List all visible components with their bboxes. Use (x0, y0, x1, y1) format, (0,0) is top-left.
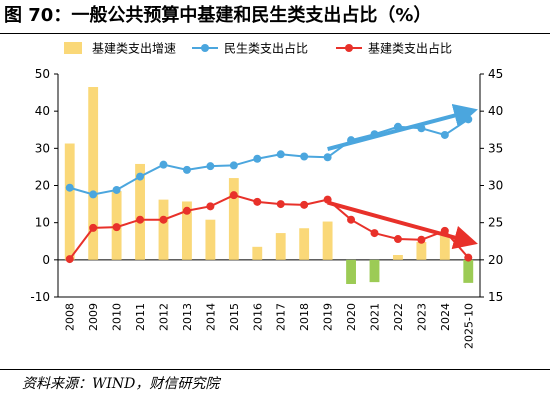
category-label: 2024 (439, 303, 452, 331)
category-label: 2010 (111, 303, 124, 331)
line-point (300, 152, 309, 161)
legend-label: 民生类支出占比 (224, 41, 308, 56)
line-point (464, 253, 473, 262)
right-tick-label: 30 (488, 179, 503, 193)
bar (205, 219, 216, 260)
line-point (276, 150, 285, 159)
left-tick-label: 40 (35, 104, 50, 118)
chart-axes: -10 0 10 20 30 40 50 15 20 25 30 35 40 45 2008 2009 2010… (30, 67, 503, 349)
bar (322, 221, 333, 260)
category-label: 2016 (251, 303, 264, 331)
left-tick-label: 30 (35, 141, 50, 155)
trend-arrow (327, 103, 478, 152)
chart-title: 图 70：一般公共预算中基建和民生类支出占比（%） (4, 5, 432, 26)
category-label: 2015 (228, 303, 241, 331)
left-tick-label: -10 (30, 290, 50, 304)
line-point (370, 229, 379, 238)
trend-arrow (327, 200, 478, 250)
line-point (89, 223, 98, 232)
line-point (112, 223, 121, 232)
bar-series (64, 87, 474, 284)
legend-swatch-bar (64, 42, 82, 54)
legend-swatch-marker (345, 44, 353, 52)
right-tick-label: 25 (488, 216, 503, 230)
category-label: 2008 (64, 303, 77, 331)
chart-canvas: 基建类支出增速 民生类支出占比 基建类支出占比 -10 0 10 20 30 40 50 15 20… (30, 41, 503, 349)
line-point (182, 165, 191, 174)
bar (158, 199, 169, 260)
category-label: 2018 (298, 303, 311, 331)
line-point (253, 154, 262, 163)
line-point (206, 162, 215, 171)
legend-label: 基建类支出占比 (368, 41, 452, 56)
source-divider (0, 369, 550, 370)
line-point (112, 185, 121, 194)
left-tick-label: 50 (35, 67, 50, 81)
line-point (347, 215, 356, 224)
line-point (182, 206, 191, 215)
line-point (159, 160, 168, 169)
right-tick-label: 35 (488, 141, 503, 155)
left-tick-label: 0 (42, 253, 50, 267)
category-label: 2022 (392, 303, 405, 331)
line-point (206, 202, 215, 211)
line-point (464, 115, 473, 124)
legend-swatch-marker (201, 44, 209, 52)
bar (346, 259, 356, 284)
category-label: 2011 (134, 303, 147, 331)
category-label: 2009 (87, 303, 100, 331)
category-label: 2021 (369, 303, 382, 331)
bar (228, 178, 239, 260)
source-note: 资料来源：WIND，财信研究院 (22, 376, 220, 392)
chart-legend: 基建类支出增速 民生类支出占比 基建类支出占比 (64, 41, 452, 56)
line-point (417, 235, 426, 244)
legend-label: 基建类支出增速 (92, 42, 176, 56)
line-series (65, 115, 473, 264)
title-divider (0, 33, 550, 34)
line-point (229, 191, 238, 200)
trend-annotations (327, 103, 478, 250)
right-tick-label: 40 (488, 104, 503, 118)
bar (369, 259, 380, 283)
line-point (229, 161, 238, 170)
line-point (136, 172, 145, 181)
category-label: 2012 (158, 303, 171, 331)
line-point (323, 153, 332, 162)
line-point (136, 215, 145, 224)
bar (252, 246, 263, 260)
category-label: 2014 (204, 303, 217, 331)
left-tick-label: 10 (35, 216, 50, 230)
right-tick-label: 15 (488, 290, 503, 304)
category-label: 2025-10 (462, 303, 475, 349)
line-point (159, 215, 168, 224)
bar (463, 259, 474, 283)
line-point (253, 197, 262, 206)
line-point (393, 235, 402, 244)
bar (135, 163, 145, 260)
line-point (276, 200, 285, 209)
bar (275, 233, 286, 260)
bar (439, 235, 450, 260)
line-point (300, 200, 309, 209)
line-point (65, 183, 74, 192)
right-tick-label: 45 (488, 67, 503, 81)
bar (299, 228, 310, 260)
left-tick-label: 20 (35, 179, 50, 193)
line-point (65, 255, 74, 264)
right-tick-label: 20 (488, 253, 503, 267)
line-path (69, 118, 469, 196)
bar (182, 201, 192, 260)
line-point (440, 130, 449, 139)
line-path (68, 194, 470, 260)
category-label: 2020 (345, 303, 358, 331)
category-label: 2017 (275, 303, 288, 331)
bar (416, 241, 427, 260)
line-point (89, 190, 98, 199)
bar (88, 87, 99, 260)
category-label: 2023 (415, 303, 428, 331)
category-label: 2019 (322, 303, 335, 331)
category-label: 2013 (181, 303, 194, 331)
bar (393, 255, 403, 260)
bar (64, 143, 75, 260)
